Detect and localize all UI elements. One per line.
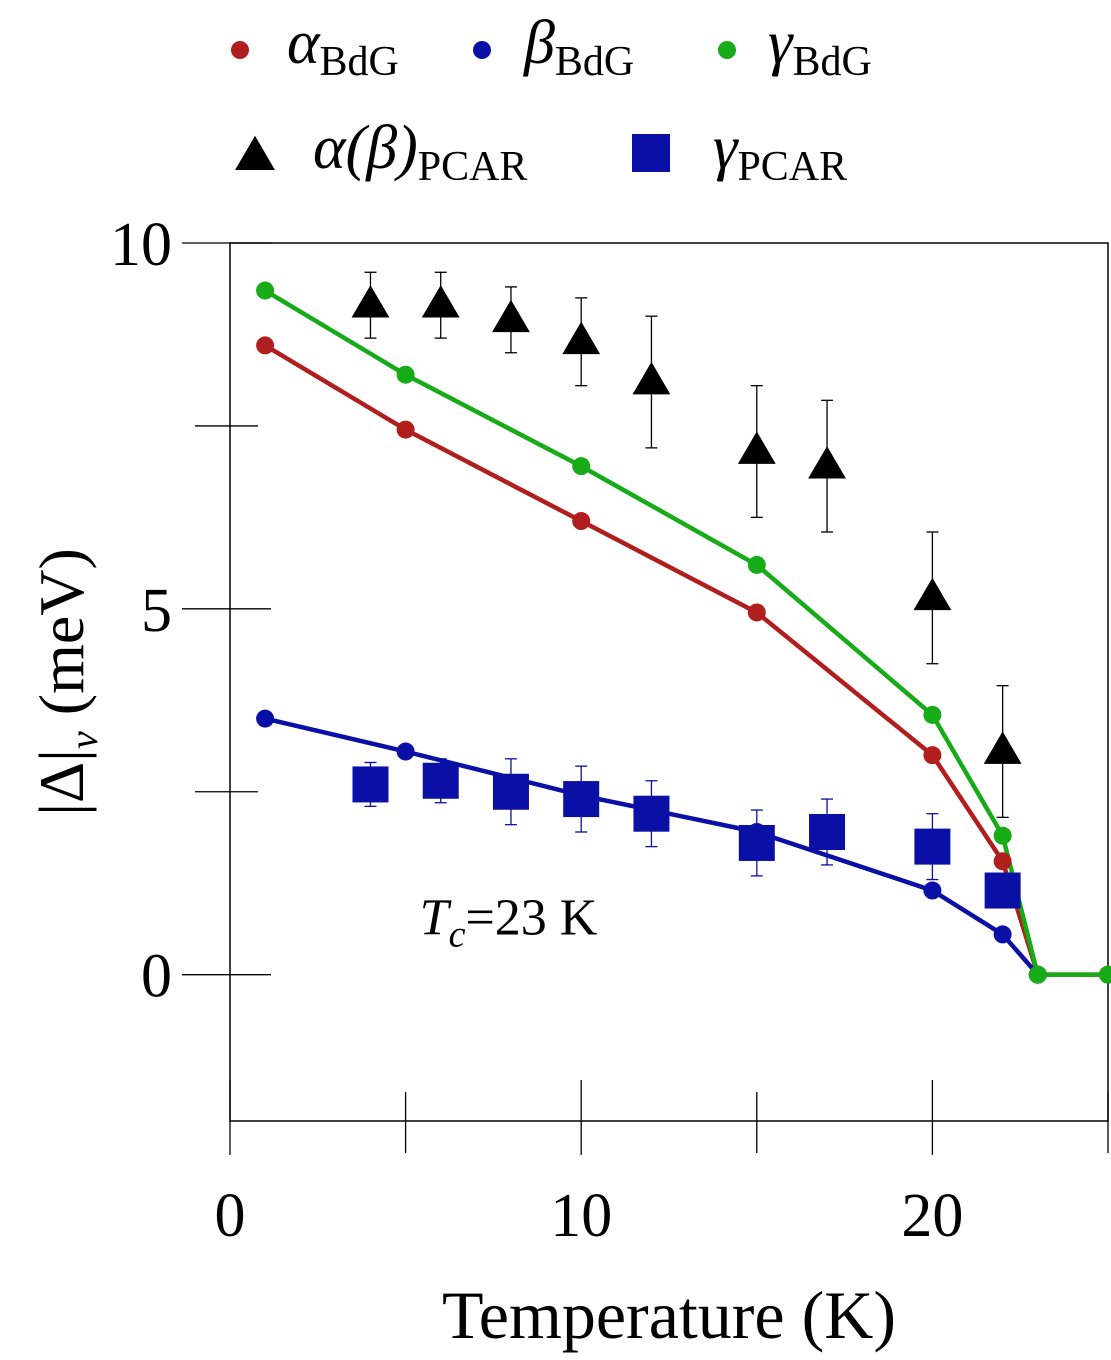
x-tick-label: 20 [901,1182,963,1250]
series-line-0 [263,343,1108,977]
legend-symbol: α [287,9,321,77]
data-point [632,361,671,395]
data-point [421,285,460,318]
data-point [572,512,591,531]
data-point [747,603,766,622]
data-point [914,828,951,865]
legend-label: γBdG [768,9,872,85]
data-point [563,781,600,818]
legend-subscript: BdG [555,39,634,85]
data-point [396,365,415,384]
data-point [492,299,530,333]
data-point [923,881,942,900]
data-point [256,281,275,300]
legend-subscript: BdG [320,39,399,85]
legend-subscript: PCAR [418,144,528,190]
data-point [396,742,415,761]
legend-symbol: γ [768,9,794,77]
plot-frame [229,242,1109,1122]
data-point [1028,965,1047,984]
legend-item-3: α(β)PCAR [235,114,527,190]
legend-symbol: α(β) [313,114,418,182]
x-tick-label: 10 [550,1182,612,1250]
x-axis-label: Temperature (K) [442,1277,896,1353]
legend-symbol: β [523,9,555,77]
data-point [572,457,591,476]
series-line [263,343,1108,977]
legend-item-1: βBdG [473,9,634,85]
series-line-2 [263,288,1108,977]
y-tick-label: 0 [141,943,172,1011]
data-point [1099,965,1111,984]
ticks: 0 5 10 0 10 20 [110,211,1109,1250]
data-point [632,134,670,172]
y-tick-label: 5 [141,577,172,645]
series-line [263,288,1108,977]
ylabel-main: |Δ| [26,749,97,816]
legend-subscript: BdG [792,39,871,85]
tc-annotation: Tc=23 K [420,889,598,955]
y-tick-label: 10 [110,211,172,279]
legend-item-0: αBdG [231,9,399,85]
data-point [923,746,942,765]
data-point [351,285,390,318]
tc-value: =23 K [465,889,597,946]
data-point [808,446,846,479]
data-point [993,925,1012,944]
data-point [983,731,1022,764]
data-point [913,577,952,611]
legend-item-4: γPCAR [632,114,847,190]
series-markers-2 [256,281,1111,984]
legend-label: γPCAR [713,114,847,190]
ylabel-subscript: ν [61,731,106,749]
data-point [256,709,275,728]
data-point [396,420,415,439]
tc-subscript: c [449,913,466,955]
tc-symbol: T [420,889,452,946]
data-point [747,555,766,574]
data-point [738,824,775,861]
data-point [473,41,491,59]
series-markers-0 [256,336,1111,984]
data-point [231,41,249,59]
series-markers-4 [352,758,1021,909]
y-axis-label: |Δ|ν (meV) [26,548,106,816]
legend-label: αBdG [287,9,399,85]
legend-label: α(β)PCAR [313,114,527,190]
data-point [984,872,1021,909]
legend-subscript: PCAR [737,144,847,190]
series-markers-3 [351,271,1022,819]
ylabel-unit: (meV) [26,548,97,731]
legend-symbol: γ [713,114,739,182]
data-point [352,766,389,803]
axes [229,242,1109,1122]
data-point [256,336,275,355]
legend-item-2: γBdG [718,9,872,85]
data-point [737,431,776,464]
data-point [809,813,846,850]
data-point [923,705,942,724]
data-point [562,321,601,355]
series-layer [256,271,1111,984]
data-point [993,826,1012,845]
data-point [633,795,670,832]
data-point [235,135,275,170]
data-point [718,41,736,59]
x-tick-label: 0 [215,1182,246,1250]
legend-label: βBdG [523,9,634,85]
data-point [492,773,529,810]
data-point [422,762,459,799]
data-point [993,852,1012,871]
